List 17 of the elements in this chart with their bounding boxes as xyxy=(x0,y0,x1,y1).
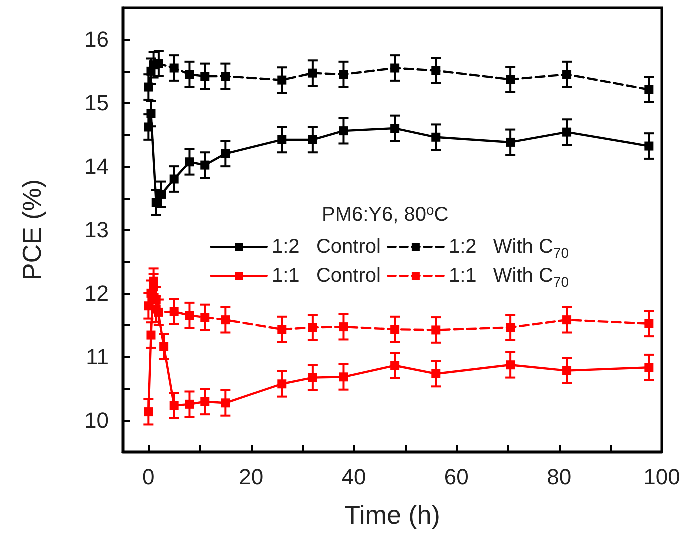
y-tick-label: 15 xyxy=(84,90,109,116)
x-tick-label: 80 xyxy=(547,464,572,490)
x-axis-title: Time (h) xyxy=(344,500,440,530)
x-tick-label: 100 xyxy=(644,464,680,490)
y-tick-label: 10 xyxy=(84,408,109,433)
y-tick-label: 12 xyxy=(84,280,109,306)
legend-label: 1:1 Control xyxy=(272,265,381,287)
x-tick-label: 40 xyxy=(342,464,366,490)
legend-label: 1:2 Control xyxy=(272,236,381,258)
y-axis-title: PCE (%) xyxy=(17,179,47,281)
y-tick-label: 13 xyxy=(84,218,109,242)
x-tick-label: 0 xyxy=(142,464,155,490)
y-tick-label: 14 xyxy=(84,154,109,180)
y-tick-label: 11 xyxy=(86,344,109,370)
x-tick-label: 20 xyxy=(239,464,264,490)
x-tick-label: 60 xyxy=(444,464,469,490)
y-tick-label: 16 xyxy=(84,27,109,52)
